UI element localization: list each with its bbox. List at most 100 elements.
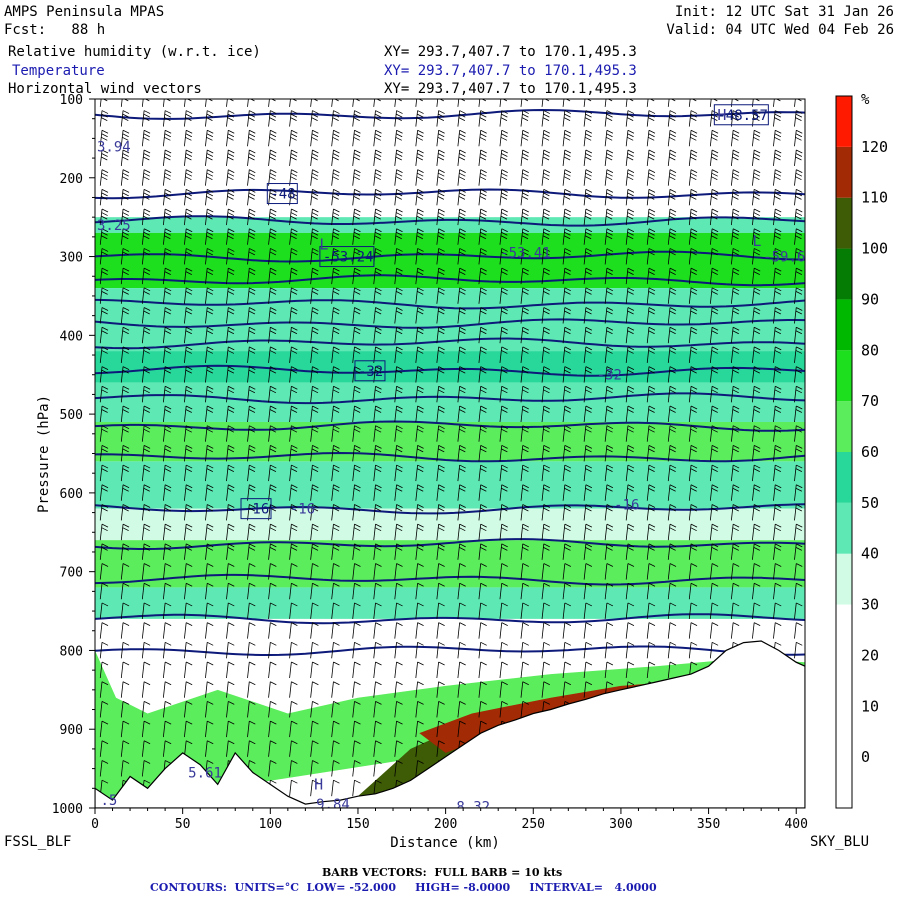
wind-barb-flag xyxy=(122,188,130,193)
wind-barb-flag xyxy=(564,385,572,390)
wind-barb-flag xyxy=(438,641,445,646)
wind-barb xyxy=(436,622,440,639)
wind-barb xyxy=(646,425,650,442)
wind-barb xyxy=(99,99,102,107)
wind-barb-flag xyxy=(291,641,298,646)
wind-barb-flag xyxy=(375,346,382,351)
wind-barb xyxy=(394,149,397,167)
wind-barb-flag xyxy=(249,149,256,154)
wind-barb xyxy=(415,445,418,462)
wind-barb-flag xyxy=(753,385,761,390)
wind-barb-flag xyxy=(711,215,718,220)
wind-barb-flag xyxy=(585,366,593,370)
wind-barb-flag xyxy=(606,425,614,430)
wind-barb xyxy=(394,701,397,718)
wind-barb-flag xyxy=(206,350,214,354)
wind-barb-flag xyxy=(143,169,151,174)
wind-barb-flag xyxy=(480,271,487,276)
wind-barb-flag xyxy=(459,267,466,272)
wind-barb xyxy=(310,484,313,501)
wind-barb-flag xyxy=(312,779,319,784)
wind-barb-flag xyxy=(501,94,507,97)
wind-barb-flag xyxy=(796,248,803,252)
wind-barb-flag xyxy=(690,582,698,587)
wind-barb-flag xyxy=(649,94,655,97)
y-tick-label: 900 xyxy=(60,723,83,738)
wind-barb xyxy=(794,189,797,206)
wind-barb-flag xyxy=(522,287,529,292)
wind-barb xyxy=(773,149,776,167)
wind-barb xyxy=(184,543,187,560)
wind-barb-flag xyxy=(185,681,193,686)
wind-barb-flag xyxy=(584,196,592,200)
wind-barb-flag xyxy=(458,136,466,141)
wind-barb xyxy=(625,642,629,659)
wind-barb-flag xyxy=(227,196,234,200)
wind-barb-flag xyxy=(627,129,635,134)
wind-barb-flag xyxy=(648,448,655,453)
wind-barb-flag xyxy=(101,251,108,256)
wind-barb xyxy=(99,445,103,462)
wind-barb-flag xyxy=(459,484,466,489)
wind-barb-flag xyxy=(185,504,193,508)
wind-barb-flag xyxy=(228,563,235,567)
wind-barb-flag xyxy=(354,445,361,449)
wind-barb-flag xyxy=(775,543,782,548)
wind-barb-flag xyxy=(332,428,340,433)
wind-barb-flag xyxy=(207,366,214,370)
wind-barb xyxy=(457,169,461,186)
wind-barbs xyxy=(99,94,803,797)
wind-barb-flag xyxy=(375,602,382,607)
field-wind-xy: XY= 293.7,407.7 to 170.1,495.3 xyxy=(384,81,637,97)
wind-barb xyxy=(436,228,440,245)
wind-barb-flag xyxy=(122,172,129,177)
wind-barb xyxy=(247,149,250,167)
wind-barb-flag xyxy=(606,326,614,331)
wind-barb-flag xyxy=(522,428,529,433)
wind-barb xyxy=(373,268,376,285)
wind-barb xyxy=(541,642,545,659)
wind-barb-flag xyxy=(438,681,445,686)
wind-barb-flag xyxy=(521,176,529,181)
wind-barb xyxy=(184,228,187,245)
wind-barb xyxy=(604,543,608,560)
wind-barb-flag xyxy=(753,117,760,121)
wind-barb-flag xyxy=(185,622,193,626)
wind-barb-flag xyxy=(480,385,487,390)
wind-barb-flag xyxy=(270,110,277,114)
wind-barb-flag xyxy=(522,251,529,256)
wind-barb-flag xyxy=(733,94,739,97)
wind-barb-flag xyxy=(732,484,740,489)
wind-barb-flag xyxy=(290,350,298,354)
wind-barb xyxy=(520,405,524,423)
wind-barb xyxy=(205,543,208,560)
wind-barb xyxy=(583,661,587,679)
wind-barb-flag xyxy=(542,136,550,141)
wind-barb-flag xyxy=(396,248,403,252)
wind-barb-flag xyxy=(143,248,151,252)
high-low-marker: L xyxy=(319,236,328,254)
wind-barb xyxy=(310,721,313,738)
wind-barb-flag xyxy=(375,208,382,213)
wind-barb-flag xyxy=(606,369,613,374)
wind-barb-flag xyxy=(669,563,677,567)
wind-barb-flag xyxy=(564,350,571,354)
wind-barb-flag xyxy=(648,547,655,551)
wind-barb-flag xyxy=(606,582,614,587)
wind-barb-flag xyxy=(354,720,361,725)
wind-barb xyxy=(709,366,713,383)
wind-barb-flag xyxy=(396,543,403,548)
wind-barb-flag xyxy=(248,231,256,236)
wind-barb xyxy=(268,307,271,324)
wind-barb-flag xyxy=(480,464,487,469)
wind-barb-flag xyxy=(143,428,150,433)
wind-barb-flag xyxy=(101,409,108,413)
wind-barb-flag xyxy=(164,113,171,118)
wind-barb-flag xyxy=(775,622,782,626)
wind-barb xyxy=(730,110,734,127)
wind-barb-flag xyxy=(669,248,677,252)
wind-barb xyxy=(478,248,482,265)
wind-barb-flag xyxy=(291,740,298,745)
wind-barb-flag xyxy=(627,290,634,295)
wind-barb-flag xyxy=(564,504,572,508)
